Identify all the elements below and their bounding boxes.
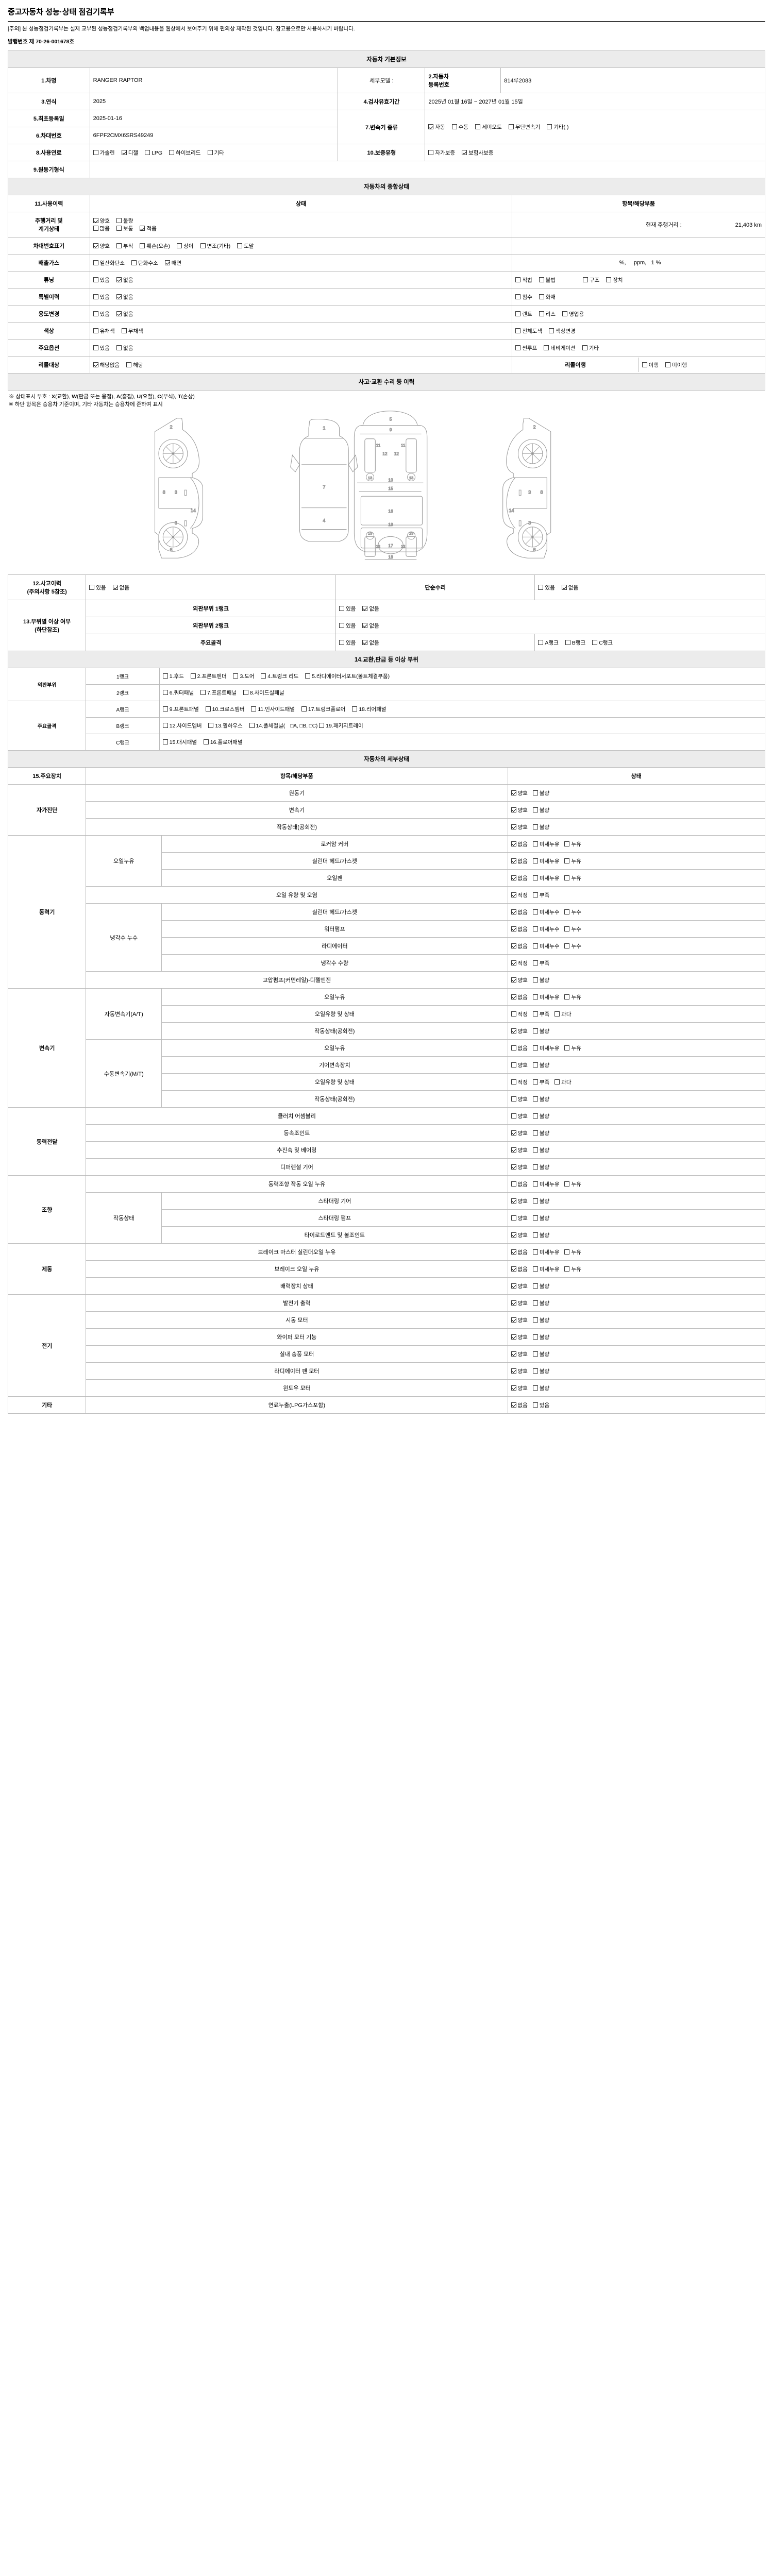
svg-text:6: 6: [170, 547, 173, 552]
svg-text:19: 19: [388, 522, 393, 527]
svg-text:2: 2: [533, 425, 535, 430]
svg-text:4: 4: [323, 518, 325, 523]
svg-text:3: 3: [528, 490, 531, 495]
svg-text:18: 18: [388, 554, 393, 560]
svg-text:12: 12: [382, 451, 388, 456]
svg-text:9: 9: [390, 427, 392, 432]
svg-text:1: 1: [323, 426, 325, 431]
svg-text:12: 12: [401, 544, 405, 549]
svg-text:13: 13: [368, 531, 372, 536]
svg-text:11: 11: [376, 443, 381, 448]
svg-text:11: 11: [401, 443, 406, 448]
svg-text:3: 3: [175, 490, 177, 495]
svg-text:7: 7: [323, 484, 325, 489]
svg-text:10: 10: [388, 477, 393, 482]
svg-text:13: 13: [409, 531, 413, 536]
svg-text:2: 2: [170, 425, 173, 430]
svg-text:16: 16: [388, 509, 393, 514]
svg-text:8: 8: [163, 490, 165, 495]
svg-text:14: 14: [509, 508, 514, 513]
svg-text:6: 6: [533, 547, 535, 552]
svg-text:13: 13: [409, 476, 413, 480]
svg-text:3: 3: [528, 520, 531, 526]
svg-text:8: 8: [540, 490, 543, 495]
svg-text:17: 17: [388, 543, 393, 548]
svg-text:3: 3: [175, 520, 177, 526]
svg-text:5: 5: [390, 416, 392, 421]
svg-text:15: 15: [388, 486, 393, 491]
svg-text:12: 12: [394, 451, 399, 456]
svg-text:12: 12: [376, 544, 380, 549]
svg-text:13: 13: [368, 476, 372, 480]
svg-text:14: 14: [191, 508, 196, 513]
